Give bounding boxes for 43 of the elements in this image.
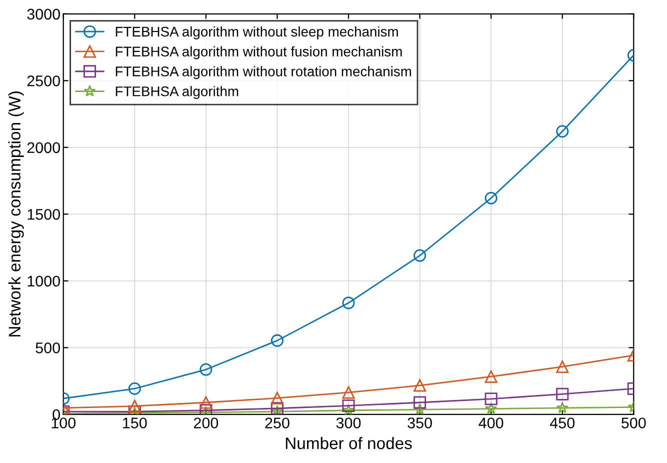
point — [342, 296, 355, 310]
x-tick-label: 250 — [265, 418, 290, 428]
point — [342, 399, 355, 412]
point — [485, 402, 498, 414]
point — [556, 360, 569, 373]
point — [556, 125, 569, 138]
y-tick-label: 3000 — [27, 8, 60, 20]
legend-label: FTEBHSA algorithm without rotation mechanism — [116, 66, 412, 80]
x-tick-label: 150 — [123, 418, 147, 428]
x-tick-label: 500 — [622, 418, 646, 428]
point — [342, 386, 355, 399]
point — [342, 404, 354, 414]
x-tick-label: 350 — [408, 418, 432, 428]
point — [414, 403, 426, 414]
point — [484, 392, 498, 406]
x-tick-label: 450 — [550, 418, 575, 428]
point — [200, 396, 212, 409]
point — [200, 363, 212, 376]
point — [128, 382, 141, 395]
point — [556, 402, 568, 414]
point — [414, 396, 426, 409]
y-tick-label: 1500 — [28, 209, 60, 220]
point — [484, 370, 498, 383]
point — [484, 192, 498, 204]
point — [270, 392, 284, 404]
legend-label: FTEBHSA algorithm without sleep mechanism — [116, 26, 398, 40]
point — [270, 402, 284, 414]
point — [556, 388, 569, 400]
x-tick-label: 400 — [478, 418, 504, 428]
legend-label: FTEBHSA algorithm — [116, 86, 238, 100]
x-axis-title: Number of nodes — [286, 436, 412, 450]
y-tick-label: 2000 — [27, 142, 60, 154]
x-tick-label: 300 — [336, 418, 361, 428]
legend-label: FTEBHSA algorithm without fusion mechanism — [116, 46, 402, 60]
point — [414, 379, 426, 392]
y-tick-label: 1000 — [28, 276, 60, 287]
point — [270, 334, 284, 347]
y-tick-label: 500 — [36, 342, 60, 354]
y-tick-label: 2500 — [27, 76, 60, 86]
x-tick-label: 200 — [194, 418, 218, 428]
y-axis-title: Network energy consumption (W) — [8, 92, 24, 336]
point — [128, 400, 141, 412]
point — [414, 249, 426, 262]
